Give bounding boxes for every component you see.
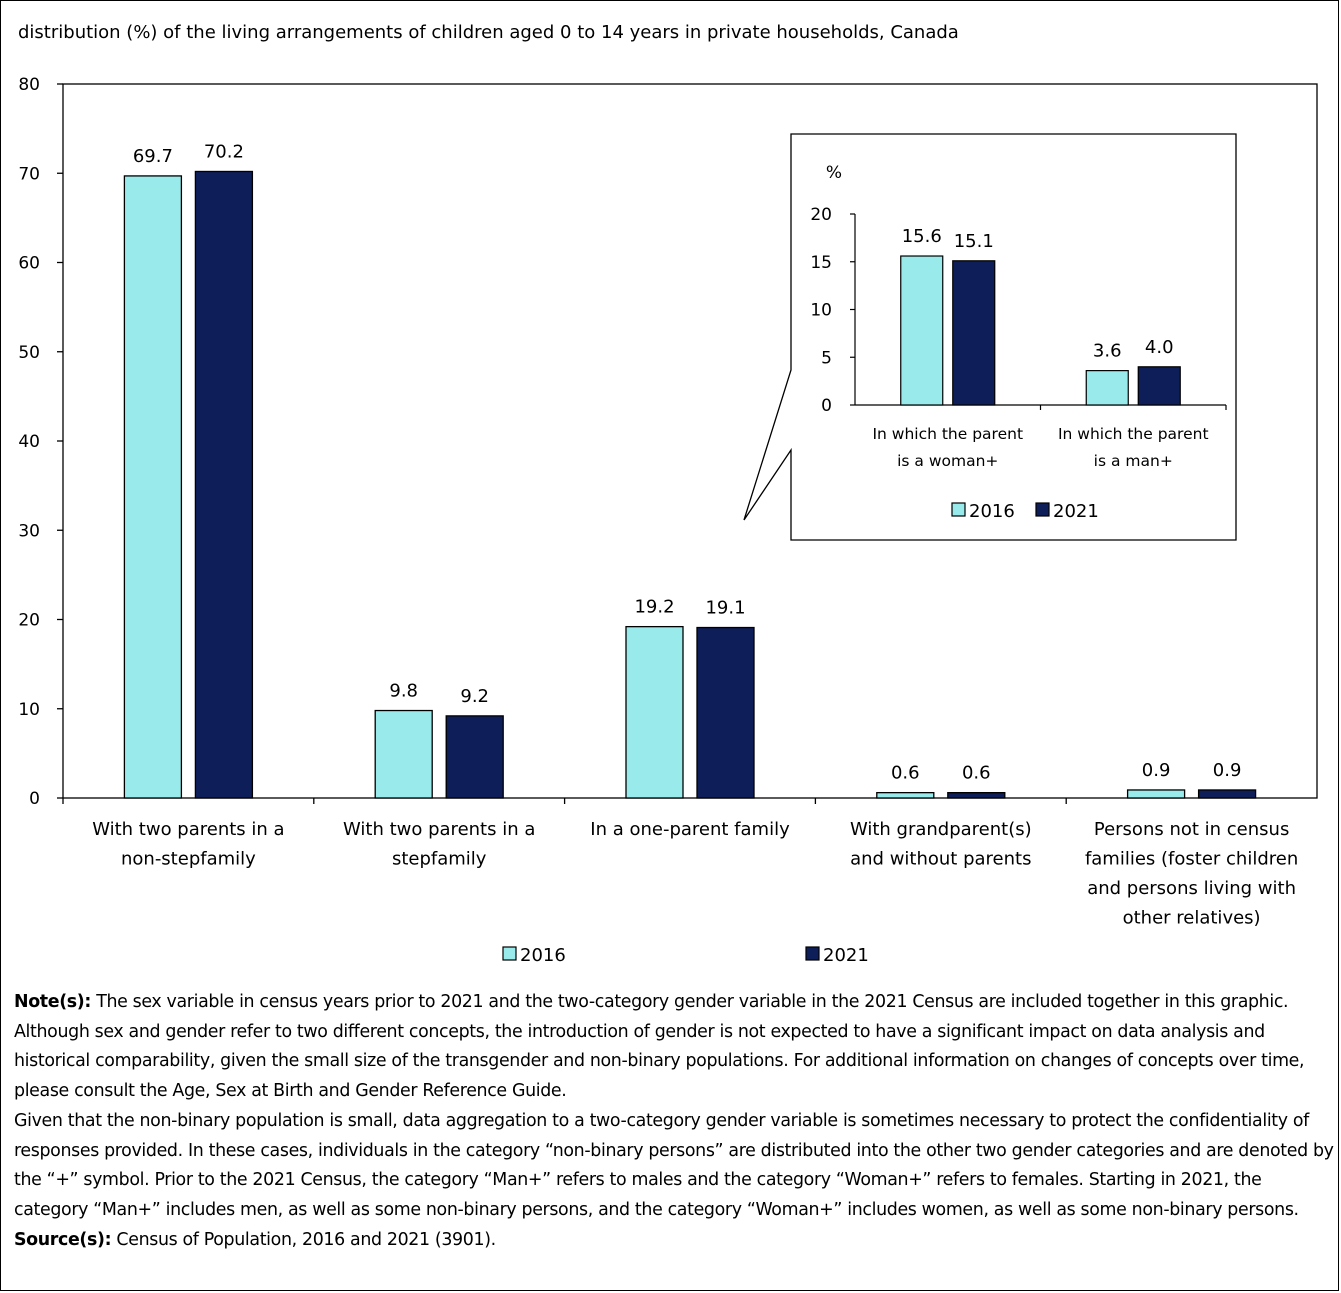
inset-category-label: is a man+	[1094, 452, 1173, 470]
legend-label-2021: 2021	[823, 945, 869, 966]
bar-2016	[876, 791, 935, 799]
chart-canvas: distribution (%) of the living arrangeme…	[18, 22, 1318, 966]
category-label: With two parents in a	[343, 819, 535, 840]
inset-y-tick-label: 0	[821, 396, 832, 416]
inset-legend-label-2016: 2016	[969, 501, 1015, 522]
y-tick-label: 30	[18, 521, 40, 541]
y-tick-label: 50	[18, 343, 40, 363]
category-label: non-stepfamily	[121, 849, 256, 870]
note-paragraph-2: Given that the non-binary population is …	[14, 1110, 1334, 1220]
chart-title: distribution (%) of the living arrangeme…	[18, 22, 959, 43]
y-tick-label: 20	[18, 611, 40, 631]
category-label: other relatives)	[1123, 908, 1261, 929]
bar-2021	[1197, 789, 1257, 799]
data-label-2016: 0.6	[891, 763, 920, 784]
data-label-2016: 9.8	[389, 681, 418, 702]
inset-y-tick-label: 5	[821, 348, 832, 368]
y-tick-label: 60	[18, 254, 40, 274]
source-label: Source(s):	[14, 1229, 112, 1250]
inset-data-label-2016: 15.6	[902, 226, 942, 247]
source-paragraph: Source(s): Census of Population, 2016 an…	[14, 1226, 1336, 1256]
inset-data-label-2021: 4.0	[1145, 337, 1174, 358]
bar-2016	[374, 709, 433, 799]
y-tick-label: 40	[18, 432, 40, 452]
data-label-2021: 0.6	[962, 763, 991, 784]
category-label: families (foster children	[1085, 849, 1298, 870]
bar-2021	[947, 791, 1006, 799]
category-label: stepfamily	[392, 849, 487, 870]
legend-label-2016: 2016	[520, 945, 566, 966]
inset-bar-2021	[1137, 366, 1181, 406]
notes-section: Note(s): The sex variable in census year…	[14, 988, 1336, 1255]
data-label-2021: 9.2	[460, 686, 489, 707]
inset-y-tick-label: 15	[810, 253, 832, 273]
bar-2016	[625, 625, 684, 799]
note-text: The sex variable in census years prior t…	[14, 992, 1305, 1102]
bar-2016	[123, 175, 183, 799]
inset-data-label-2016: 3.6	[1093, 341, 1122, 362]
legend-swatch-2021	[805, 946, 820, 961]
bar-2021	[194, 170, 254, 799]
inset-bar-2016	[900, 255, 944, 406]
data-label-2016: 69.7	[133, 146, 173, 167]
inset-y-tick-label: 20	[810, 205, 832, 225]
inset-category-label: is a woman+	[897, 452, 998, 470]
note-paragraph: Note(s): The sex variable in census year…	[14, 988, 1336, 1107]
inset-bar-2021	[952, 260, 996, 406]
y-tick-label: 0	[29, 789, 40, 809]
data-label-2016: 0.9	[1142, 760, 1171, 781]
bar-2021	[696, 626, 755, 799]
y-tick-label: 80	[18, 75, 40, 95]
bar-2016	[1126, 789, 1186, 799]
category-label: With grandparent(s)	[850, 819, 1032, 840]
bar-2021	[445, 715, 504, 799]
category-label: Persons not in census	[1094, 819, 1289, 840]
y-tick-label: 10	[18, 700, 40, 720]
category-label: and without parents	[850, 849, 1031, 870]
inset-legend-swatch-2016	[951, 502, 966, 517]
note-label: Note(s):	[14, 992, 92, 1012]
category-label: With two parents in a	[92, 819, 284, 840]
source-text: Census of Population, 2016 and 2021 (390…	[111, 1229, 496, 1250]
category-label: In a one-parent family	[590, 819, 790, 840]
inset-category-label: In which the parent	[1058, 425, 1209, 443]
inset-legend-swatch-2021	[1035, 502, 1050, 517]
inset-chart: % 0 5 10 15 20 15.6 15.1 In which the parent is a…	[743, 133, 1237, 541]
inset-bar-2016	[1085, 370, 1129, 406]
inset-y-tick-label: 10	[810, 301, 832, 321]
y-tick-label: 70	[18, 164, 40, 184]
data-label-2021: 0.9	[1213, 760, 1242, 781]
inset-y-unit-label: %	[826, 163, 842, 183]
legend-swatch-2016	[502, 946, 517, 961]
data-label-2021: 19.1	[705, 598, 745, 619]
inset-category-label: In which the parent	[872, 425, 1023, 443]
inset-data-label-2021: 15.1	[954, 231, 994, 252]
category-label: and persons living with	[1087, 878, 1296, 899]
inset-legend-label-2021: 2021	[1053, 501, 1099, 522]
data-label-2021: 70.2	[204, 141, 244, 162]
data-label-2016: 19.2	[634, 597, 674, 618]
